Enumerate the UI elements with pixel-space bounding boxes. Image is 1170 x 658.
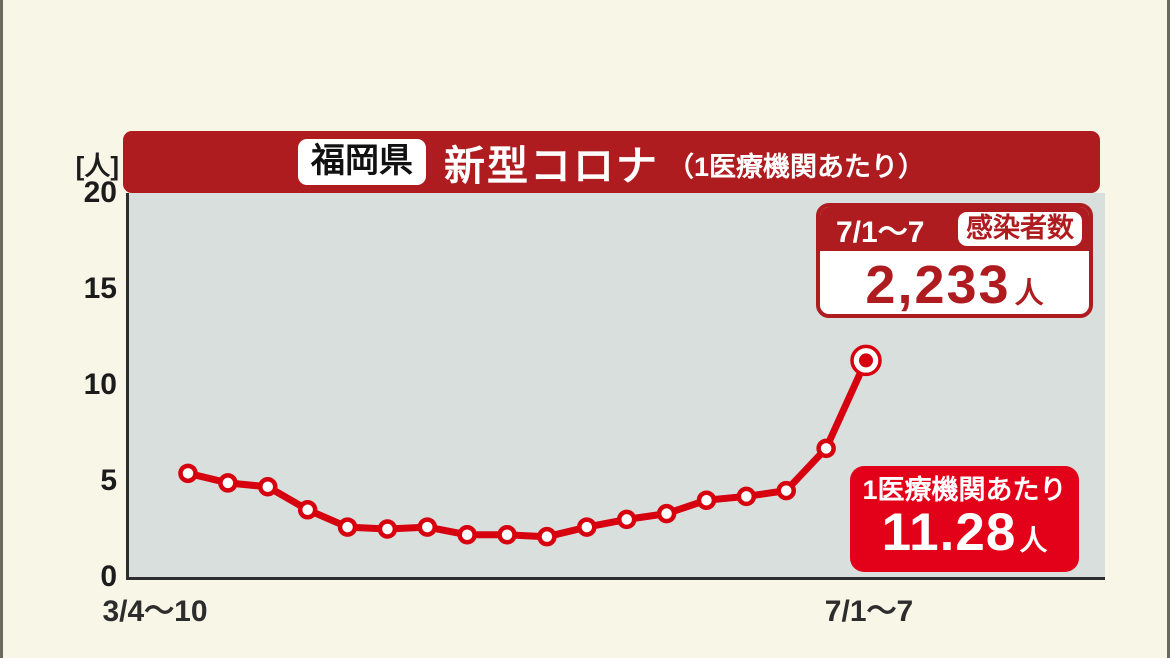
data-point-marker — [537, 526, 557, 547]
data-point-marker — [457, 525, 477, 545]
infected-count-badge: 感染者数 — [958, 212, 1082, 246]
header-bar: 福岡県 新型コロナ （1医療機関あたり） — [123, 131, 1100, 193]
callout-unit: 人 — [1019, 525, 1048, 557]
data-point-marker — [696, 490, 717, 510]
data-point-marker — [736, 486, 757, 507]
infected-count-value: 2,233 — [865, 255, 1011, 315]
infected-count-value-row: 2,233 人 — [820, 251, 1089, 315]
data-point-marker — [656, 503, 677, 524]
y-tick-10: 10 — [83, 368, 117, 401]
data-point-marker — [616, 509, 637, 530]
y-tick-15: 15 — [83, 272, 117, 305]
period-label: 7/1～7 — [836, 216, 925, 249]
y-axis-unit-label: [人] — [75, 151, 119, 181]
data-point-marker — [178, 463, 198, 484]
page-title: 新型コロナ — [443, 143, 659, 189]
data-point-marker — [417, 517, 438, 537]
y-tick-20: 20 — [83, 176, 117, 209]
data-point-marker — [776, 480, 796, 501]
data-point-marker — [258, 477, 278, 497]
callout-value: 11.28 — [881, 503, 1017, 563]
y-tick-5: 5 — [100, 464, 117, 497]
page-subtitle: （1医療機関あたり） — [666, 151, 926, 182]
region-badge: 福岡県 — [297, 139, 426, 185]
per-institution-callout: 1医療機関あたり 11.28 人 — [850, 466, 1079, 572]
infected-count-box: 7/1～7 感染者数 2,233 人 — [816, 203, 1093, 318]
infected-count-box-header: 7/1～7 感染者数 — [820, 207, 1089, 251]
infected-count-unit: 人 — [1014, 278, 1044, 310]
x-axis-first-label: 3/4～10 — [102, 595, 208, 628]
data-point-marker — [337, 517, 358, 537]
data-point-marker — [297, 500, 318, 520]
callout-label: 1医療機関あたり — [862, 475, 1067, 506]
chart-line — [184, 356, 870, 541]
data-point-marker — [577, 517, 597, 537]
callout-value-row: 11.28 人 — [881, 503, 1048, 563]
data-point-marker — [816, 438, 836, 459]
last-data-point-dot — [859, 353, 873, 368]
data-point-marker — [497, 525, 517, 545]
data-point-marker — [218, 473, 238, 493]
data-point-marker — [377, 519, 398, 539]
x-axis-last-label: 7/1～7 — [824, 595, 914, 628]
y-tick-0: 0 — [100, 560, 117, 593]
line-chart — [178, 344, 882, 547]
